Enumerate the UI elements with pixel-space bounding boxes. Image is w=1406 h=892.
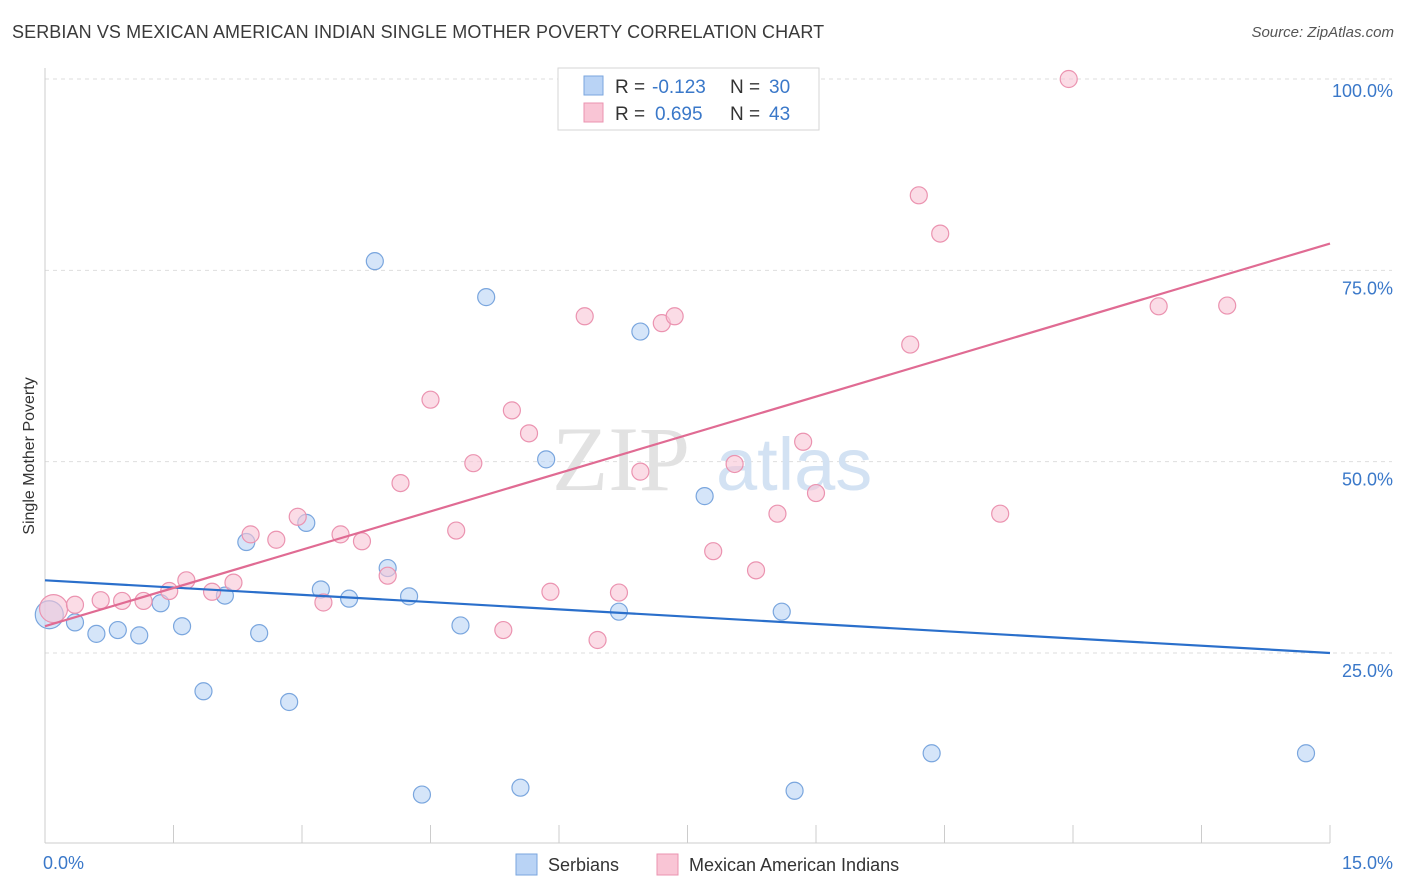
point-serbians-20 [477, 288, 496, 307]
point-serbians-19 [451, 616, 470, 635]
legend-n-value-mexican: 43 [769, 104, 790, 125]
point-mexican-15 [378, 566, 397, 585]
point-serbians-11 [280, 692, 299, 712]
point-serbians-28 [922, 744, 941, 763]
point-mexican-18 [447, 521, 466, 540]
point-serbians-7 [194, 682, 213, 701]
point-mexican-40 [1059, 69, 1078, 89]
legend-n-label-serbians: N = [730, 77, 760, 98]
bottom-legend-label-serbians: Serbians [548, 855, 619, 875]
point-mexican-27 [631, 462, 650, 481]
correlation-legend: R = -0.123 N = 30 R = 0.695 N = 43 [557, 67, 820, 131]
point-mexican-35 [806, 483, 826, 503]
point-mexican-14 [352, 532, 372, 551]
y-tick-label-25: 25.0% [1342, 661, 1393, 681]
point-mexican-11 [288, 507, 307, 526]
point-serbians-10 [250, 624, 269, 643]
point-serbians-29 [1296, 744, 1316, 763]
point-mexican-17 [421, 390, 440, 409]
bottom-legend-swatch-serbians [515, 853, 538, 876]
point-mexican-16 [391, 473, 410, 493]
point-mexican-7 [202, 582, 222, 601]
point-mexican-41 [1149, 297, 1168, 316]
bottom-legend-label-mexican: Mexican American Indians [689, 855, 899, 875]
legend-n-value-serbians: 30 [769, 77, 790, 98]
bottom-legend-swatch-mexican [656, 853, 679, 876]
point-serbians-27 [785, 781, 804, 800]
point-serbians-26 [772, 602, 791, 621]
point-mexican-32 [746, 561, 766, 580]
point-mexican-38 [931, 224, 950, 243]
series-legend: Serbians Mexican American Indians [515, 853, 899, 876]
legend-swatch-serbians [583, 75, 604, 96]
point-serbians-24 [631, 322, 650, 341]
point-mexican-23 [541, 582, 560, 601]
legend-r-value-serbians: -0.123 [652, 77, 706, 98]
watermark-zip: ZIP [552, 408, 690, 510]
point-mexican-9 [241, 525, 260, 544]
legend-swatch-mexican [583, 102, 604, 123]
x-tick-label-min: 0.0% [43, 853, 84, 873]
point-mexican-30 [704, 542, 723, 561]
point-serbians-6 [172, 617, 192, 636]
trend-line-mexican [44, 242, 1331, 628]
point-serbians-15 [365, 252, 384, 271]
x-tick-label-max: 15.0% [1342, 853, 1393, 873]
point-mexican-42 [1218, 296, 1237, 315]
y-tick-label-100: 100.0% [1332, 81, 1393, 101]
point-mexican-31 [725, 454, 744, 474]
grid-lines [45, 78, 1392, 654]
point-mexican-0 [38, 594, 69, 624]
y-tick-label-75: 75.0% [1342, 278, 1393, 298]
legend-r-label-mexican: R = [615, 104, 645, 125]
point-mexican-8 [224, 573, 243, 592]
axes [44, 68, 1331, 844]
point-mexican-21 [502, 401, 521, 420]
point-mexican-12 [314, 593, 333, 612]
y-tick-label-50: 50.0% [1342, 470, 1393, 490]
y-tick-labels: 25.0% 50.0% 75.0% 100.0% [1332, 81, 1393, 681]
point-serbians-22 [537, 450, 556, 469]
point-mexican-34 [794, 432, 813, 451]
point-mexican-29 [665, 307, 684, 326]
legend-n-label-mexican: N = [730, 104, 760, 125]
watermark: ZIP atlas [552, 408, 872, 510]
x-tick-labels: 0.0% 15.0% [43, 853, 1393, 873]
point-mexican-10 [267, 530, 286, 549]
point-serbians-3 [108, 620, 127, 640]
chart-title: SERBIAN VS MEXICAN AMERICAN INDIAN SINGL… [12, 22, 825, 42]
point-serbians-18 [412, 785, 432, 804]
point-mexican-22 [519, 424, 539, 443]
point-mexican-19 [464, 454, 483, 473]
point-mexican-33 [768, 504, 787, 523]
point-serbians-4 [130, 626, 149, 645]
point-serbians-2 [87, 624, 106, 643]
point-mexican-1 [65, 595, 85, 614]
point-mexican-39 [991, 504, 1010, 523]
source-label: Source: ZipAtlas.com [1251, 24, 1394, 41]
y-axis-label: Single Mother Poverty [21, 377, 38, 534]
trend-lines [44, 242, 1331, 655]
point-mexican-24 [575, 307, 594, 326]
legend-r-value-mexican: 0.695 [655, 104, 703, 125]
point-serbians-21 [511, 778, 530, 797]
trend-line-serbians [44, 579, 1331, 655]
point-mexican-25 [588, 630, 607, 650]
point-mexican-37 [909, 186, 928, 205]
legend-r-label-serbians: R = [615, 77, 645, 98]
point-serbians-25 [695, 487, 714, 506]
point-mexican-20 [494, 620, 513, 640]
point-mexican-26 [609, 583, 629, 602]
series-serbians [34, 252, 1316, 804]
series-mexican [38, 69, 1237, 650]
point-mexican-2 [91, 591, 110, 610]
point-mexican-36 [901, 335, 920, 354]
